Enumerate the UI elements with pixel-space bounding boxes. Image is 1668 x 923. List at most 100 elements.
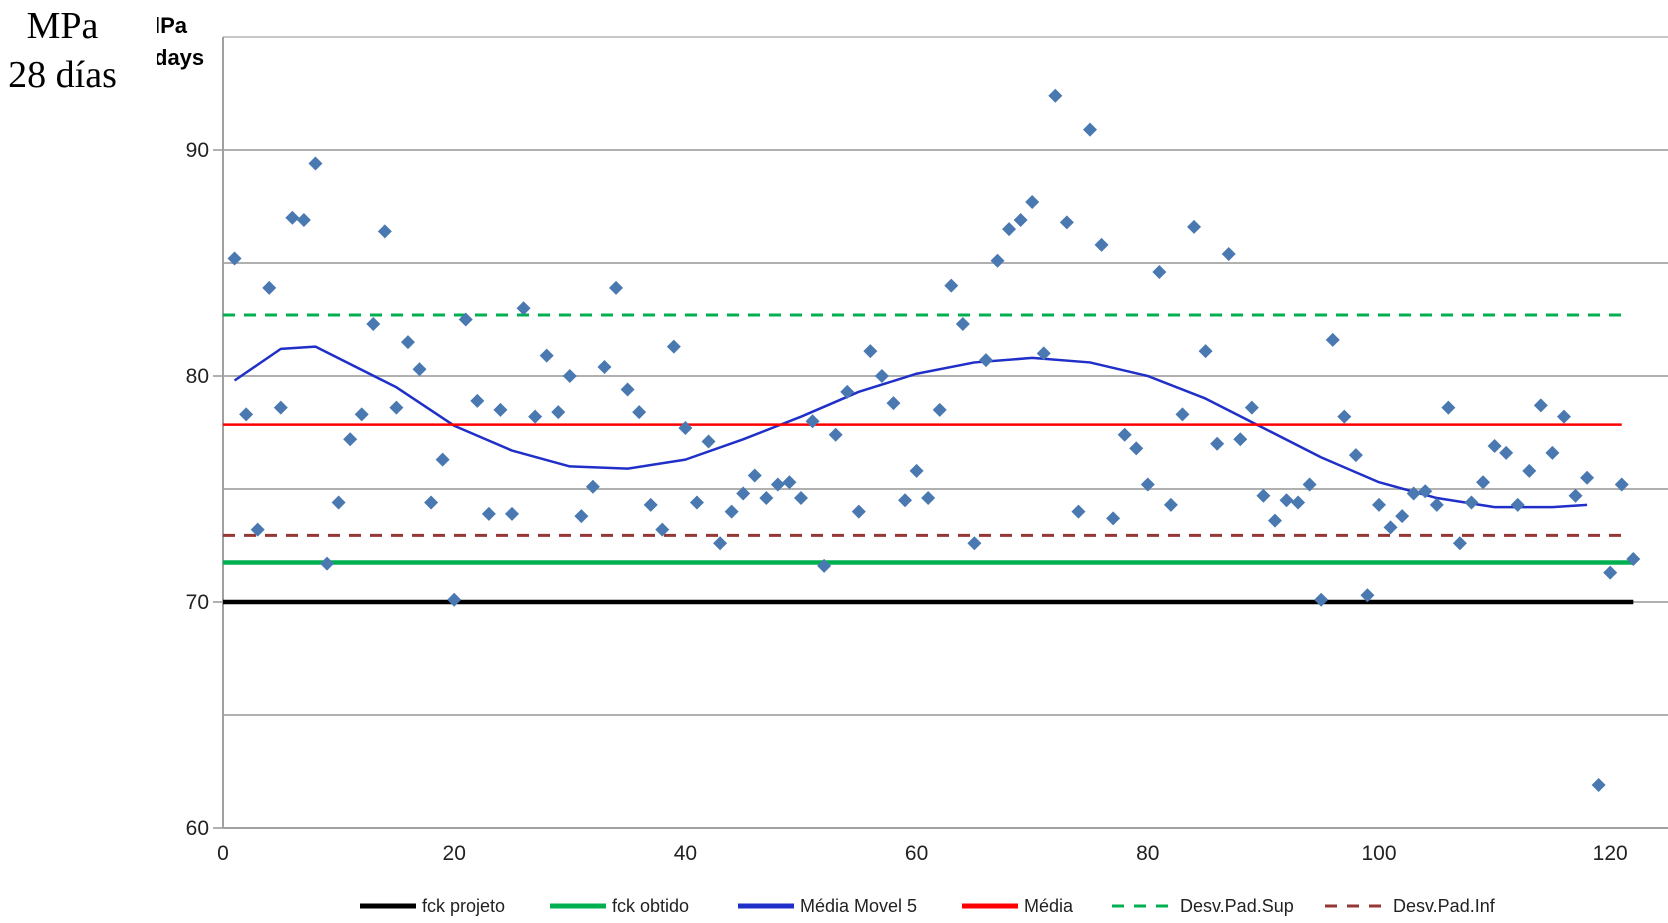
data-point xyxy=(562,369,577,383)
data-point xyxy=(285,210,300,225)
data-point xyxy=(1059,215,1074,230)
data-point xyxy=(1013,213,1028,228)
data-point xyxy=(1533,398,1548,413)
data-point xyxy=(1406,486,1421,501)
data-point xyxy=(1279,493,1294,508)
data-point xyxy=(1372,497,1386,512)
unit-line-2: 28 días xyxy=(8,54,117,96)
data-point xyxy=(366,317,381,332)
data-point xyxy=(1106,511,1121,526)
y-tick-label: 60 xyxy=(186,817,209,840)
data-point xyxy=(1117,427,1132,442)
x-tick-label: 20 xyxy=(443,842,466,865)
data-point xyxy=(1152,265,1167,280)
data-point xyxy=(250,522,265,537)
data-point xyxy=(620,382,635,397)
data-point xyxy=(1441,400,1456,415)
data-point xyxy=(273,400,288,415)
data-point xyxy=(1314,592,1329,607)
x-tick-label: 40 xyxy=(674,842,697,865)
data-point xyxy=(1083,122,1097,137)
data-point xyxy=(1418,484,1433,499)
data-point xyxy=(1048,88,1063,103)
data-point xyxy=(1383,520,1398,535)
data-point xyxy=(505,506,519,521)
data-point xyxy=(1395,509,1410,524)
data-point xyxy=(1071,504,1086,519)
data-point xyxy=(851,504,866,519)
data-point xyxy=(840,384,855,399)
data-point xyxy=(678,420,693,435)
data-point xyxy=(874,369,889,383)
data-point xyxy=(470,393,485,408)
data-point xyxy=(886,396,901,411)
data-point xyxy=(574,509,589,524)
legend-label: Média Movel 5 xyxy=(800,896,917,916)
data-point xyxy=(967,536,982,551)
data-point xyxy=(447,592,462,607)
data-point xyxy=(296,213,311,228)
data-point xyxy=(354,407,369,422)
legend-label: Desv.Pad.Sup xyxy=(1180,896,1294,916)
data-point xyxy=(1545,445,1560,460)
data-point xyxy=(1510,497,1525,512)
data-point xyxy=(990,253,1005,268)
data-point xyxy=(343,432,358,447)
x-tick-label: 0 xyxy=(217,842,229,865)
data-point xyxy=(794,491,808,506)
inner-unit-line-1: lPa xyxy=(154,13,188,38)
y-tick-label: 80 xyxy=(186,365,209,388)
data-point xyxy=(666,339,681,354)
y-tick-label: 90 xyxy=(186,139,209,162)
data-point xyxy=(713,536,728,551)
unit-line-1: MPa xyxy=(26,5,99,47)
data-point xyxy=(828,427,843,442)
data-point xyxy=(1244,400,1259,415)
data-point xyxy=(978,353,993,368)
data-point xyxy=(1094,237,1109,252)
data-point xyxy=(551,405,566,420)
data-point xyxy=(817,558,832,573)
data-point xyxy=(1025,194,1040,209)
data-point xyxy=(1129,441,1144,456)
data-point xyxy=(805,414,820,429)
series-line-m-dia-movel-5 xyxy=(233,345,1588,509)
legend-label: fck projeto xyxy=(422,896,505,916)
data-point xyxy=(389,400,404,415)
data-point xyxy=(1163,497,1178,512)
data-point xyxy=(643,497,658,512)
data-point xyxy=(770,477,785,492)
data-point xyxy=(1614,477,1629,492)
data-point xyxy=(1267,513,1282,528)
data-point xyxy=(331,495,346,510)
data-point xyxy=(1291,495,1306,510)
data-point xyxy=(863,344,878,359)
data-point xyxy=(1036,346,1051,361)
legend-label: Média xyxy=(1024,896,1074,916)
data-point xyxy=(585,479,600,494)
data-point xyxy=(1140,477,1155,492)
data-point xyxy=(239,407,254,422)
data-point xyxy=(1626,552,1641,567)
data-point xyxy=(516,301,531,316)
data-point xyxy=(1476,475,1491,490)
y-tick-label: 70 xyxy=(186,591,209,614)
data-point xyxy=(1580,470,1595,485)
data-point xyxy=(1348,448,1363,463)
data-point xyxy=(747,468,762,483)
data-point xyxy=(898,493,913,508)
x-tick-label: 120 xyxy=(1593,842,1628,865)
data-point xyxy=(1302,477,1317,492)
x-tick-label: 80 xyxy=(1136,842,1159,865)
data-point xyxy=(539,348,554,363)
data-point xyxy=(736,486,751,501)
data-point xyxy=(493,402,508,417)
x-tick-label: 100 xyxy=(1361,842,1396,865)
data-point xyxy=(1187,219,1202,234)
data-point xyxy=(1452,536,1467,551)
data-point xyxy=(435,452,450,467)
data-point xyxy=(632,405,647,420)
data-point xyxy=(759,491,774,506)
legend-label: fck obtido xyxy=(612,896,689,916)
